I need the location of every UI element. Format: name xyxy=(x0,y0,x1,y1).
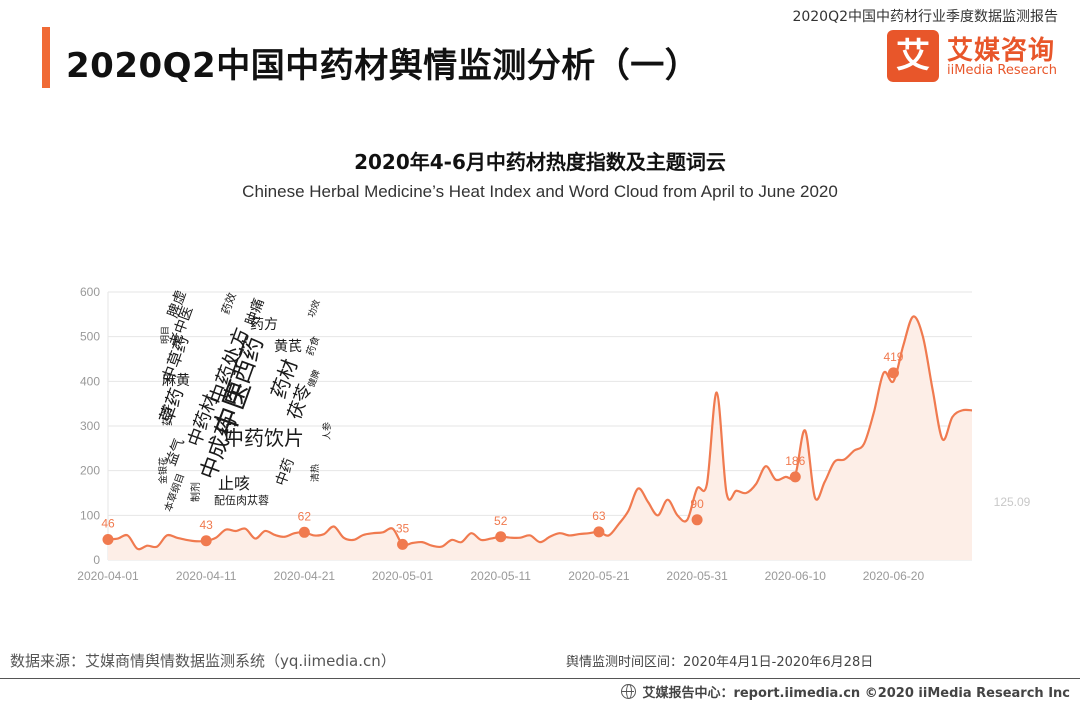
series-area xyxy=(108,316,972,560)
x-tick-label: 2020-05-31 xyxy=(666,569,728,583)
x-tick-label: 2020-04-11 xyxy=(176,569,237,583)
x-tick-label: 2020-05-11 xyxy=(470,569,531,583)
y-tick-label: 100 xyxy=(80,508,100,522)
data-source: 数据来源：艾媒商情舆情数据监测系统（yq.iimedia.cn） xyxy=(10,652,396,670)
word-cloud-word: 中药饮片 xyxy=(224,426,304,450)
word-cloud-word: 麻黄 xyxy=(162,373,190,389)
monitoring-period: 舆情监测时间区间：2020年4月1日-2020年6月28日 xyxy=(566,655,874,670)
data-label: 90 xyxy=(690,497,704,511)
data-point xyxy=(397,538,409,550)
word-cloud-word: 人参 xyxy=(323,422,333,441)
word-cloud-word: 药学 xyxy=(161,403,174,426)
word-cloud-word: 清热 xyxy=(311,464,321,483)
data-point xyxy=(102,533,114,545)
word-cloud-word: 止咳 xyxy=(218,474,251,493)
word-cloud-word: 药食 xyxy=(305,334,323,358)
data-point xyxy=(887,367,899,379)
word-cloud-word: 药效 xyxy=(219,290,239,316)
word-cloud-word: 制剂 xyxy=(191,482,202,502)
chart-title: 2020年4-6月中药材热度指数及主题词云 xyxy=(354,150,726,174)
word-cloud-word: 金银花 xyxy=(159,457,169,485)
data-point xyxy=(593,526,605,538)
data-label: 46 xyxy=(101,516,115,530)
data-point xyxy=(691,514,703,526)
logo-mark-char: 艾 xyxy=(896,36,930,76)
copyright-text: 艾媒报告中心：report.iimedia.cn ©2020 iiMedia R… xyxy=(642,686,1070,701)
word-cloud-word: 黄芪 xyxy=(274,339,302,355)
x-tick-label: 2020-06-20 xyxy=(863,569,925,583)
word-cloud-word: 明目 xyxy=(161,326,171,345)
data-label: 62 xyxy=(298,509,312,523)
data-point xyxy=(789,471,801,483)
title-accent-bar xyxy=(42,27,50,88)
data-label: 52 xyxy=(494,514,508,528)
word-cloud-word: 药方 xyxy=(250,317,278,333)
x-tick-label: 2020-04-01 xyxy=(77,569,139,583)
y-tick-label: 200 xyxy=(80,464,100,478)
x-tick-label: 2020-06-10 xyxy=(765,569,827,583)
x-tick-label: 2020-05-01 xyxy=(372,569,434,583)
faint-value-label: 125.09 xyxy=(994,495,1031,509)
chart-subtitle: Chinese Herbal Medicine’s Heat Index and… xyxy=(242,182,838,201)
series-line xyxy=(107,315,973,551)
footer-copyright: 艾媒报告中心：report.iimedia.cn ©2020 iiMedia R… xyxy=(621,682,1070,701)
word-cloud-word: 健脾 xyxy=(307,368,323,390)
logo-cn-text: 艾媒咨询 xyxy=(947,36,1056,66)
x-tick-label: 2020-04-21 xyxy=(274,569,336,583)
word-cloud: 中医 中西药 中成药 中药处方 中药饮片 药材 草药 中药材 茯苓 止咳 中草药 老中医 脾虚 麻黄 黄芪药… xyxy=(158,288,338,513)
x-tick-label: 2020-05-21 xyxy=(568,569,630,583)
y-tick-label: 400 xyxy=(80,374,100,388)
data-point xyxy=(495,531,507,543)
logo-en-text: iiMedia Research xyxy=(947,63,1058,78)
globe-icon xyxy=(621,684,637,699)
report-name: 2020Q2中国中药材行业季度数据监测报告 xyxy=(792,9,1058,25)
data-label: 186 xyxy=(785,454,805,468)
footer-divider xyxy=(0,678,1080,679)
data-label: 419 xyxy=(883,350,903,364)
data-label: 63 xyxy=(592,509,606,523)
y-tick-label: 500 xyxy=(80,330,100,344)
word-cloud-word: 中药 xyxy=(273,456,298,489)
data-label: 43 xyxy=(200,518,214,532)
data-label: 35 xyxy=(396,521,410,535)
word-cloud-word: 配伍肉苁蓉 xyxy=(214,494,269,507)
page-title: 2020Q2中国中药材舆情监测分析（一） xyxy=(66,46,700,86)
data-point xyxy=(200,535,212,547)
word-cloud-word: 功效 xyxy=(307,298,323,320)
logo-mark: 艾 xyxy=(887,30,939,82)
y-tick-label: 0 xyxy=(93,553,100,567)
heat-index-chart: 0 100 200 300 400 500 600 2020-04-01 2020-04-11 2… xyxy=(77,285,1031,583)
data-point xyxy=(298,526,310,538)
y-tick-label: 300 xyxy=(80,419,100,433)
y-tick-label: 600 xyxy=(80,285,100,299)
iimedia-logo[interactable]: 艾 艾媒咨询 iiMedia Research xyxy=(887,30,1062,82)
